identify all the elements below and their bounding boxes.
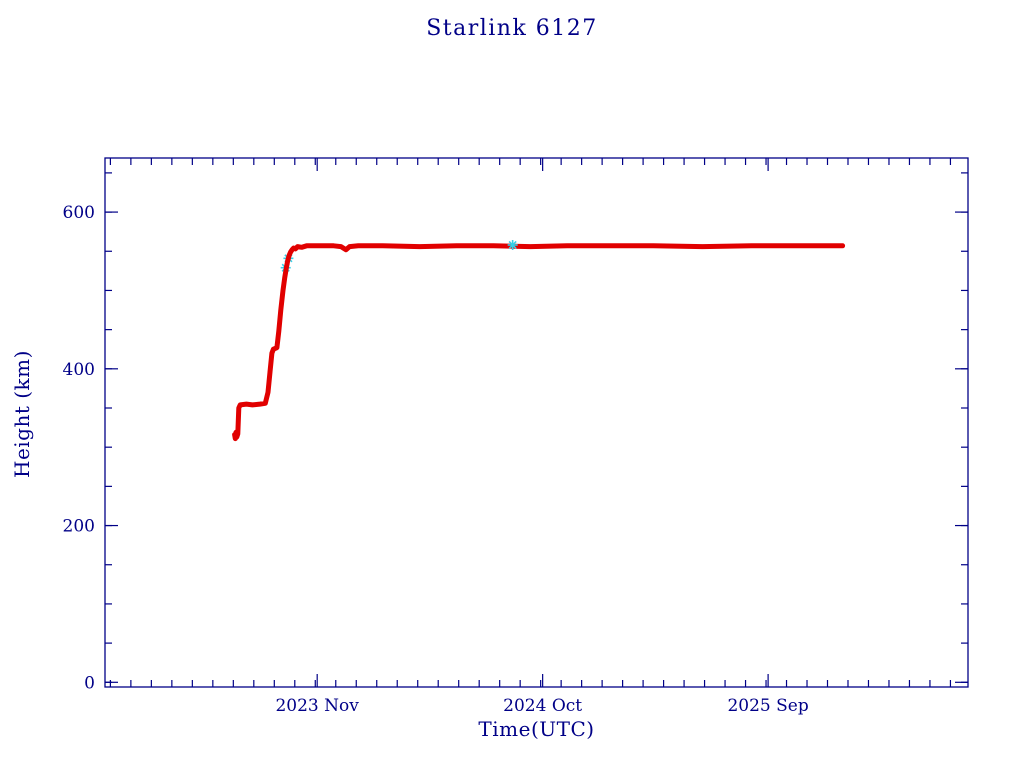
x-axis-label: Time(UTC): [478, 717, 595, 741]
y-tick-label: 200: [63, 517, 95, 537]
y-tick-label: 400: [63, 360, 95, 380]
plot-frame: [104, 157, 969, 688]
y-tick-label: 600: [63, 203, 95, 223]
x-tick-label: 2024 Oct: [503, 696, 582, 716]
height-track: [232, 243, 846, 442]
chart-title: Starlink 6127: [426, 16, 598, 41]
x-tick-label: 2025 Sep: [727, 696, 808, 716]
secondary-track-over-marker: [508, 240, 517, 250]
x-tick-label: 2023 Nov: [275, 696, 359, 716]
y-tick-label: 0: [84, 673, 95, 693]
